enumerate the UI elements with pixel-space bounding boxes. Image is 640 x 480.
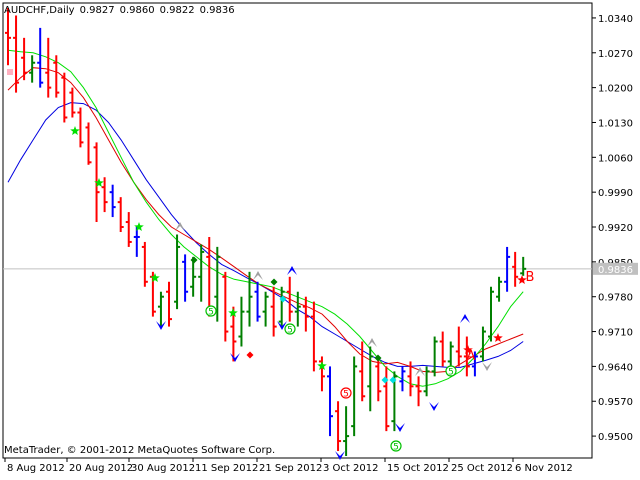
arrow-up-marker (175, 222, 185, 231)
arrow-up-marker (287, 266, 297, 275)
diamond-marker (389, 376, 397, 384)
arrow-down-marker (277, 321, 287, 330)
current-price-label: 0.9836 (598, 265, 633, 276)
arrow-up-marker (415, 367, 425, 376)
square-marker (7, 69, 13, 75)
wave-count-circle (390, 440, 402, 452)
arrow-up-marker (253, 271, 263, 280)
star-marker (517, 275, 527, 284)
diamond-marker (246, 351, 254, 359)
y-tick-label: 0.9710 (598, 328, 633, 339)
y-tick-label: 1.0340 (598, 14, 633, 25)
wave-count-label: 5 (287, 326, 293, 336)
y-tick-label: 0.9570 (598, 397, 633, 408)
x-tick-label: 8 Aug 2012 (7, 463, 65, 474)
y-tick-label: 1.0060 (598, 153, 633, 164)
arrow-down-marker (429, 402, 439, 411)
x-tick-label: 3 Oct 2012 (323, 463, 378, 474)
star-marker (228, 308, 238, 317)
wave-count-circle (445, 365, 457, 377)
wave-count-circle (205, 305, 217, 317)
star-marker (70, 126, 80, 135)
star-marker (317, 361, 327, 370)
x-tick-label: 30 Aug 2012 (131, 463, 195, 474)
plot-frame (2, 2, 593, 459)
diamond-marker (381, 376, 389, 384)
chart-header: AUDCHF,Daily 0.9827 0.9860 0.9822 0.9836 (4, 5, 240, 16)
diamond-marker (374, 354, 382, 362)
arrow-down-marker (482, 362, 492, 371)
x-tick-label: 20 Aug 2012 (69, 463, 133, 474)
arrow-up-marker (460, 314, 470, 323)
wave-letter-label: B (526, 270, 535, 285)
low-value: 0.9822 (159, 5, 195, 16)
wave-count-label: 5 (393, 443, 399, 453)
x-tick-label: 25 Oct 2012 (451, 463, 513, 474)
arrow-up-marker (367, 338, 377, 347)
wave-count-label: 5 (448, 368, 454, 378)
arrow-down-marker (335, 451, 345, 460)
open-value: 0.9827 (79, 5, 115, 16)
y-tick-label: 1.0130 (598, 118, 633, 129)
star-marker (493, 333, 503, 342)
wave-count-circle (340, 387, 352, 399)
x-tick-label: 11 Sep 2012 (195, 463, 258, 474)
star-marker (94, 178, 104, 187)
x-tick-label: 21 Sep 2012 (259, 463, 322, 474)
arrow-down-marker (156, 321, 166, 330)
y-tick-label: 0.9990 (598, 188, 633, 199)
y-tick-label: 0.9920 (598, 223, 633, 234)
fast-moving-average-line (7, 49, 524, 387)
current-price-label-bg (593, 262, 638, 275)
diamond-marker (190, 256, 198, 264)
wave-letter-label: A (467, 349, 476, 364)
y-tick-label: 1.0270 (598, 49, 633, 60)
high-value: 0.9860 (119, 5, 155, 16)
copyright-notice: MetaTrader, © 2001-2012 MetaQuotes Softw… (4, 445, 276, 456)
star-marker (463, 345, 473, 354)
wave-count-circle (284, 323, 296, 335)
slow-moving-average-line (7, 102, 524, 368)
y-tick-label: 1.0200 (598, 84, 633, 95)
diamond-marker (270, 278, 278, 286)
diamond-marker (279, 295, 287, 303)
y-tick-label: 0.9640 (598, 362, 633, 373)
star-marker (150, 273, 160, 282)
close-value: 0.9836 (199, 5, 235, 16)
mid-moving-average-line (7, 67, 524, 373)
wave-count-label: 5 (208, 308, 214, 318)
arrow-down-marker (395, 423, 405, 432)
y-tick-label: 0.9780 (598, 293, 633, 304)
x-tick-label: 15 Oct 2012 (387, 463, 449, 474)
x-tick-label: 6 Nov 2012 (515, 463, 573, 474)
y-tick-label: 0.9500 (598, 432, 633, 443)
symbol-timeframe-label: AUDCHF,Daily (4, 5, 75, 16)
star-marker (134, 222, 144, 231)
wave-count-label: 5 (343, 390, 349, 400)
arrow-down-marker (230, 353, 240, 362)
